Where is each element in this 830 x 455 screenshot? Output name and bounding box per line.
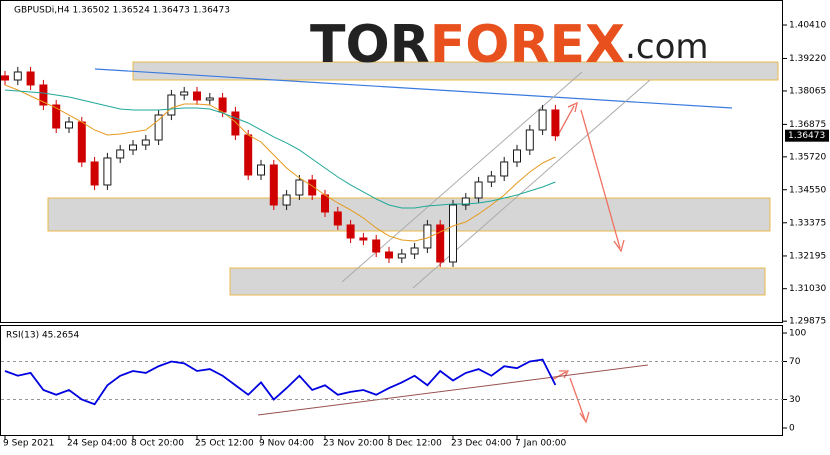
candle-body bbox=[180, 91, 189, 96]
logo-part: TOR bbox=[310, 15, 430, 75]
moving-average bbox=[4, 84, 556, 242]
candle-body bbox=[116, 149, 125, 159]
candle-body bbox=[65, 121, 73, 129]
candle-body bbox=[282, 194, 291, 206]
candle-body bbox=[269, 164, 278, 206]
arrow bbox=[556, 105, 575, 138]
moving-average bbox=[4, 89, 556, 209]
candle-body bbox=[500, 161, 509, 177]
rsi-trend-line bbox=[257, 364, 649, 416]
y-tick-label: 1.39220 bbox=[789, 54, 826, 64]
candle-body bbox=[372, 239, 381, 253]
y-tick-label: 1.38065 bbox=[789, 86, 826, 96]
logo-part: .com bbox=[625, 27, 708, 67]
candle-body bbox=[26, 71, 35, 86]
x-tick-label: 8 Oct 20:00 bbox=[131, 439, 184, 449]
x-tick-label: 8 Dec 12:00 bbox=[387, 439, 442, 449]
y-tick-label: 1.33375 bbox=[789, 218, 826, 228]
candle-body bbox=[321, 194, 329, 213]
arrow-head bbox=[613, 239, 625, 253]
forecast bbox=[551, 101, 625, 424]
candle-body bbox=[244, 134, 253, 176]
candle-body bbox=[359, 237, 368, 241]
y-tick-label: 0 bbox=[789, 424, 795, 434]
candle-body bbox=[410, 247, 419, 255]
candle-body bbox=[231, 111, 240, 136]
candle-body bbox=[474, 181, 483, 199]
x-tick-label: 24 Sep 04:00 bbox=[67, 439, 127, 449]
channel-line bbox=[341, 71, 583, 283]
x-tick-label: 23 Dec 04:00 bbox=[451, 439, 512, 449]
y-tick-label: 1.35720 bbox=[789, 152, 826, 162]
candle-body bbox=[205, 97, 214, 101]
rsi-panel bbox=[0, 325, 783, 436]
candle-body bbox=[295, 179, 304, 196]
candle-body bbox=[129, 144, 137, 151]
candle-body bbox=[346, 224, 355, 239]
candle-body bbox=[1, 75, 9, 81]
y-tick-label: 1.34550 bbox=[789, 185, 826, 195]
candle-body bbox=[397, 253, 406, 259]
candle-body bbox=[103, 157, 112, 186]
candle-body bbox=[141, 139, 150, 146]
y-tick-label: 70 bbox=[789, 357, 801, 367]
candle-body bbox=[487, 175, 496, 183]
rsi-label: RSI(13) 45.2654 bbox=[6, 331, 79, 341]
y-tick-label: 1.36875 bbox=[789, 120, 826, 130]
y-tick-label: 1.29875 bbox=[789, 317, 826, 327]
candle-body bbox=[90, 161, 99, 186]
y-tick-label: 30 bbox=[789, 395, 801, 405]
candle-body bbox=[436, 224, 445, 263]
candle-body bbox=[461, 197, 470, 206]
candle-body bbox=[538, 109, 547, 131]
candle-body bbox=[167, 94, 176, 116]
candle-body bbox=[193, 91, 201, 101]
candle-body bbox=[39, 84, 48, 106]
candle-body bbox=[77, 121, 86, 163]
price-tag bbox=[785, 129, 829, 142]
y-tick-label: 100 bbox=[789, 329, 806, 339]
logo-part: FOREX bbox=[430, 15, 625, 75]
price-label: 1.36473 bbox=[788, 131, 825, 141]
candle-body bbox=[257, 164, 265, 176]
header: GBPUSDi,H4 1.36502 1.36524 1.36473 1.364… bbox=[14, 6, 230, 16]
support-zone bbox=[47, 197, 771, 232]
candle-body bbox=[551, 109, 560, 137]
x-tick-label: 25 Oct 12:00 bbox=[195, 439, 254, 449]
rsi-line bbox=[4, 358, 557, 406]
candle-body bbox=[333, 211, 342, 226]
candle-body bbox=[525, 129, 534, 151]
candle-body bbox=[13, 71, 22, 81]
arrow-head bbox=[579, 411, 590, 424]
y-tick-label: 1.40410 bbox=[789, 21, 826, 31]
y-tick-label: 1.31030 bbox=[789, 284, 826, 294]
candle-body bbox=[52, 104, 61, 129]
arrow bbox=[580, 109, 621, 249]
x-tick-label: 9 Sep 2021 bbox=[3, 439, 54, 449]
x-tick-label: 9 Nov 04:00 bbox=[259, 439, 314, 449]
y-tick-label: 1.32195 bbox=[789, 251, 826, 261]
candle-body bbox=[513, 149, 521, 163]
x-tick-label: 23 Nov 20:00 bbox=[323, 439, 384, 449]
arrow-head bbox=[567, 101, 578, 113]
candle-body bbox=[385, 251, 393, 259]
support-zone bbox=[229, 267, 766, 296]
logo: TORFOREX.com bbox=[310, 15, 709, 75]
candle-body bbox=[154, 114, 163, 141]
x-tick-label: 7 Jan 00:00 bbox=[515, 439, 567, 449]
candle-body bbox=[308, 179, 317, 196]
candle-body bbox=[449, 204, 457, 263]
candle-body bbox=[218, 97, 227, 113]
